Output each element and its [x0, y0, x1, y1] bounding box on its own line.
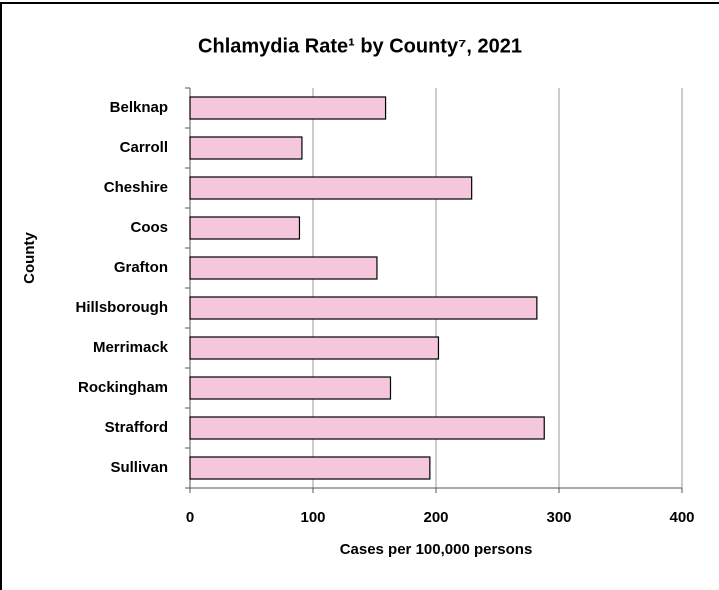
bar	[189, 336, 440, 360]
bar	[189, 456, 431, 480]
y-tick-label: Grafton	[114, 259, 168, 276]
bar	[189, 416, 545, 440]
y-tick-label: Hillsborough	[76, 299, 169, 316]
y-tick-label: Rockingham	[78, 379, 168, 396]
y-tick-label: Cheshire	[104, 179, 168, 196]
bar	[189, 136, 303, 160]
x-tick-label: 0	[186, 509, 194, 526]
bar	[189, 256, 378, 280]
y-tick-label: Sullivan	[110, 459, 168, 476]
y-axis-label: County	[21, 232, 38, 284]
x-tick-label: 100	[300, 509, 325, 526]
bar	[189, 216, 301, 240]
bar	[189, 296, 538, 320]
bar	[189, 176, 473, 200]
y-tick-label: Carroll	[120, 139, 168, 156]
bar	[189, 376, 392, 400]
y-tick-label: Belknap	[110, 99, 168, 116]
x-tick-label: 300	[546, 509, 571, 526]
y-tick-label: Strafford	[105, 419, 168, 436]
x-tick-label: 400	[669, 509, 694, 526]
bar	[189, 96, 387, 120]
x-axis-label: Cases per 100,000 persons	[340, 541, 533, 558]
y-tick-label: Coos	[131, 219, 169, 236]
y-tick-label: Merrimack	[93, 339, 169, 356]
x-tick-label: 200	[423, 509, 448, 526]
chart-title: Chlamydia Rate¹ by County⁷, 2021	[198, 35, 522, 57]
